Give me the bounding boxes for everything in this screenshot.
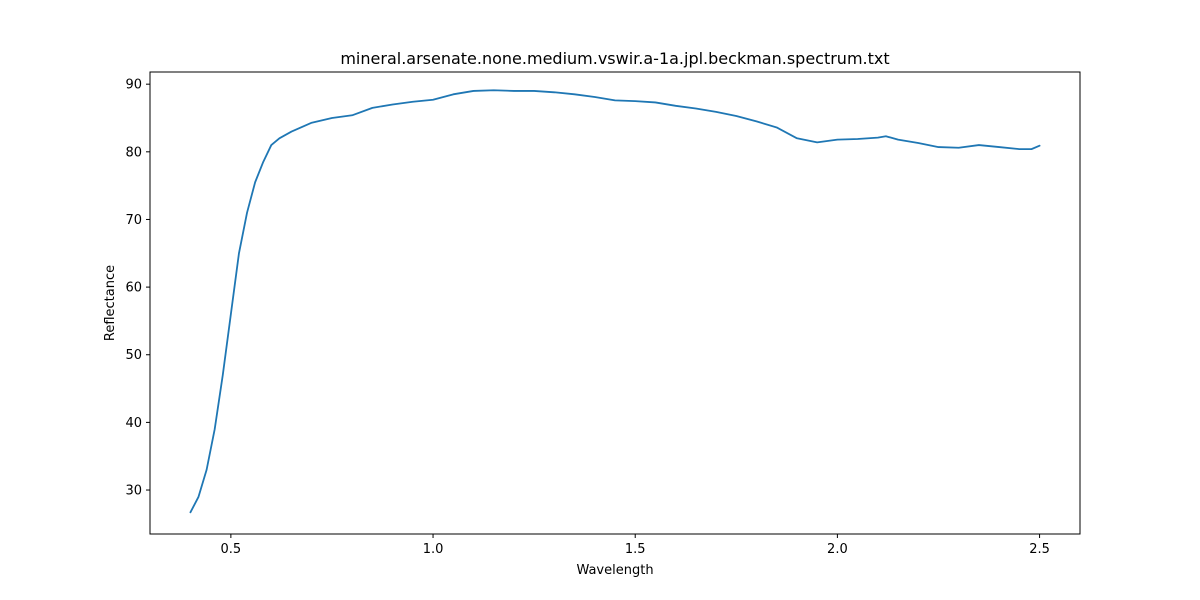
y-tick-label: 80 [125,145,142,160]
y-tick-label: 60 [125,281,142,296]
y-tick-label: 50 [125,348,142,363]
x-tick-label: 2.0 [827,542,848,557]
y-tick-label: 30 [125,484,142,499]
y-tick-label: 70 [125,213,142,228]
y-axis-label: Reflectance [103,265,118,341]
plot-frame [149,71,1081,535]
x-tick-label: 1.5 [625,542,646,557]
y-tick-label: 90 [125,78,142,93]
x-axis-label: Wavelength [576,563,653,578]
x-axis: 0.5 1.0 1.5 2.0 2.5 [221,534,1050,557]
reflectance-series-line [189,89,1041,514]
series-layer [189,89,1041,514]
y-axis: 30 40 50 60 70 80 90 [125,78,150,499]
y-tick-label: 40 [125,416,142,431]
chart-title: mineral.arsenate.none.medium.vswir.a-1a.… [340,49,889,68]
x-tick-label: 1.0 [423,542,444,557]
plot-area [150,72,1080,534]
x-tick-label: 2.5 [1029,542,1050,557]
x-tick-label: 0.5 [221,542,242,557]
